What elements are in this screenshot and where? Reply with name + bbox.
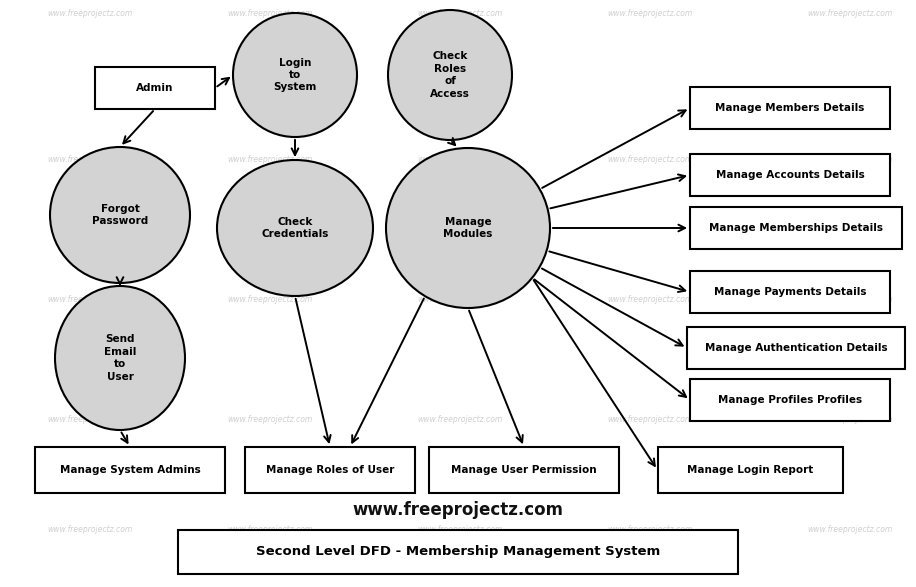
Bar bbox=[690, 271, 890, 313]
Text: www.freeprojectz.com: www.freeprojectz.com bbox=[607, 9, 692, 19]
Bar bbox=[690, 154, 890, 196]
Text: www.freeprojectz.com: www.freeprojectz.com bbox=[607, 416, 692, 424]
Text: www.freeprojectz.com: www.freeprojectz.com bbox=[418, 156, 503, 164]
Text: Manage Members Details: Manage Members Details bbox=[715, 103, 865, 113]
Text: www.freeprojectz.com: www.freeprojectz.com bbox=[807, 9, 892, 19]
Ellipse shape bbox=[217, 160, 373, 296]
Text: www.freeprojectz.com: www.freeprojectz.com bbox=[607, 525, 692, 535]
Text: www.freeprojectz.com: www.freeprojectz.com bbox=[807, 295, 892, 305]
Text: www.freeprojectz.com: www.freeprojectz.com bbox=[48, 156, 133, 164]
Text: www.freeprojectz.com: www.freeprojectz.com bbox=[48, 525, 133, 535]
Text: Manage Memberships Details: Manage Memberships Details bbox=[709, 223, 883, 233]
Text: Login
to
System: Login to System bbox=[273, 58, 317, 92]
Text: Manage Profiles Profiles: Manage Profiles Profiles bbox=[718, 395, 862, 405]
Bar bbox=[690, 379, 890, 421]
Text: www.freeprojectz.com: www.freeprojectz.com bbox=[227, 9, 312, 19]
Text: www.freeprojectz.com: www.freeprojectz.com bbox=[48, 295, 133, 305]
Bar bbox=[429, 447, 619, 493]
Text: www.freeprojectz.com: www.freeprojectz.com bbox=[807, 525, 892, 535]
Bar bbox=[95, 67, 215, 109]
Text: Admin: Admin bbox=[136, 83, 174, 93]
Text: www.freeprojectz.com: www.freeprojectz.com bbox=[418, 525, 503, 535]
Text: Forgot
Password: Forgot Password bbox=[92, 204, 148, 226]
Text: www.freeprojectz.com: www.freeprojectz.com bbox=[607, 295, 692, 305]
Text: Send
Email
to
User: Send Email to User bbox=[104, 335, 136, 382]
Ellipse shape bbox=[233, 13, 357, 137]
Bar bbox=[690, 87, 890, 129]
Text: www.freeprojectz.com: www.freeprojectz.com bbox=[418, 295, 503, 305]
Text: www.freeprojectz.com: www.freeprojectz.com bbox=[227, 525, 312, 535]
Bar bbox=[245, 447, 415, 493]
Text: www.freeprojectz.com: www.freeprojectz.com bbox=[353, 501, 563, 519]
Ellipse shape bbox=[55, 286, 185, 430]
Text: Manage
Modules: Manage Modules bbox=[443, 217, 493, 239]
Text: Manage System Admins: Manage System Admins bbox=[60, 465, 201, 475]
Text: www.freeprojectz.com: www.freeprojectz.com bbox=[418, 416, 503, 424]
Text: www.freeprojectz.com: www.freeprojectz.com bbox=[807, 416, 892, 424]
Text: Manage Payments Details: Manage Payments Details bbox=[714, 287, 867, 297]
Text: Manage Login Report: Manage Login Report bbox=[687, 465, 813, 475]
Text: www.freeprojectz.com: www.freeprojectz.com bbox=[48, 416, 133, 424]
Bar bbox=[178, 530, 738, 574]
Text: www.freeprojectz.com: www.freeprojectz.com bbox=[227, 156, 312, 164]
Bar bbox=[690, 207, 902, 249]
Text: www.freeprojectz.com: www.freeprojectz.com bbox=[227, 295, 312, 305]
Text: Manage Authentication Details: Manage Authentication Details bbox=[704, 343, 888, 353]
Text: Second Level DFD - Membership Management System: Second Level DFD - Membership Management… bbox=[256, 545, 660, 558]
Text: Check
Roles
of
Access: Check Roles of Access bbox=[431, 52, 470, 99]
Text: Manage Roles of User: Manage Roles of User bbox=[266, 465, 394, 475]
Bar bbox=[35, 447, 225, 493]
Ellipse shape bbox=[388, 10, 512, 140]
Text: www.freeprojectz.com: www.freeprojectz.com bbox=[607, 156, 692, 164]
Bar bbox=[687, 327, 905, 369]
Text: Manage User Permission: Manage User Permission bbox=[452, 465, 597, 475]
Ellipse shape bbox=[386, 148, 550, 308]
Ellipse shape bbox=[50, 147, 190, 283]
Text: www.freeprojectz.com: www.freeprojectz.com bbox=[48, 9, 133, 19]
Bar bbox=[658, 447, 843, 493]
Text: Check
Credentials: Check Credentials bbox=[261, 217, 329, 239]
Text: www.freeprojectz.com: www.freeprojectz.com bbox=[807, 156, 892, 164]
Text: www.freeprojectz.com: www.freeprojectz.com bbox=[418, 9, 503, 19]
Text: Manage Accounts Details: Manage Accounts Details bbox=[715, 170, 865, 180]
Text: www.freeprojectz.com: www.freeprojectz.com bbox=[227, 416, 312, 424]
